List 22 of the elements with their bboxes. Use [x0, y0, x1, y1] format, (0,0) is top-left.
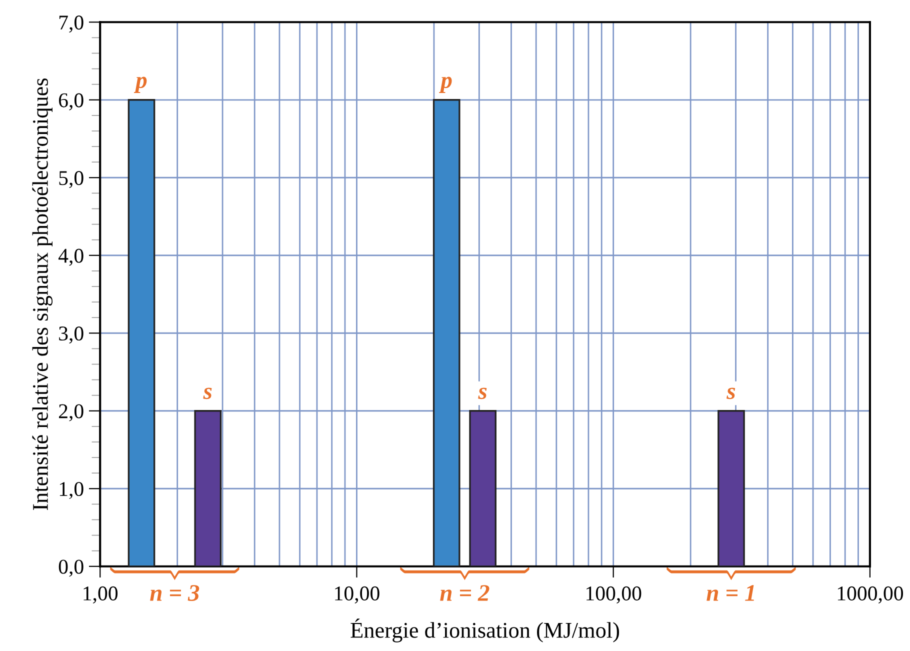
- y-tick-label: 0,0: [58, 560, 84, 577]
- x-tick-label: 1,00: [84, 586, 118, 604]
- text: p: [439, 76, 452, 93]
- text: s: [726, 388, 736, 400]
- y-axis-title: Intensité relative des signaux photoélectroniques: [32, 78, 53, 510]
- y-tick-label: 2,0: [59, 404, 84, 422]
- y-tick-label: 1,0: [60, 482, 84, 500]
- x-tick-label: 100,00: [586, 586, 642, 604]
- y-tick-label: 5,0: [59, 171, 84, 188]
- text: n = 1: [706, 585, 754, 601]
- y-tick-label: 3,0: [59, 326, 84, 344]
- x-tick-label: 10,00: [335, 586, 380, 604]
- y-tick-label: 6,0: [58, 93, 84, 110]
- series-label: s: [203, 388, 212, 400]
- series-label: p: [134, 76, 147, 93]
- text: n = 3: [150, 585, 200, 601]
- text: s: [478, 388, 487, 400]
- x-axis-title: Énergie d’ionisation (MJ/mol): [350, 618, 620, 642]
- y-tick-label: 4,0: [58, 248, 84, 266]
- text: n = 2: [440, 585, 490, 601]
- y-tick-label: 7,0: [59, 16, 84, 33]
- x-tick-label: 1000,00: [838, 586, 904, 604]
